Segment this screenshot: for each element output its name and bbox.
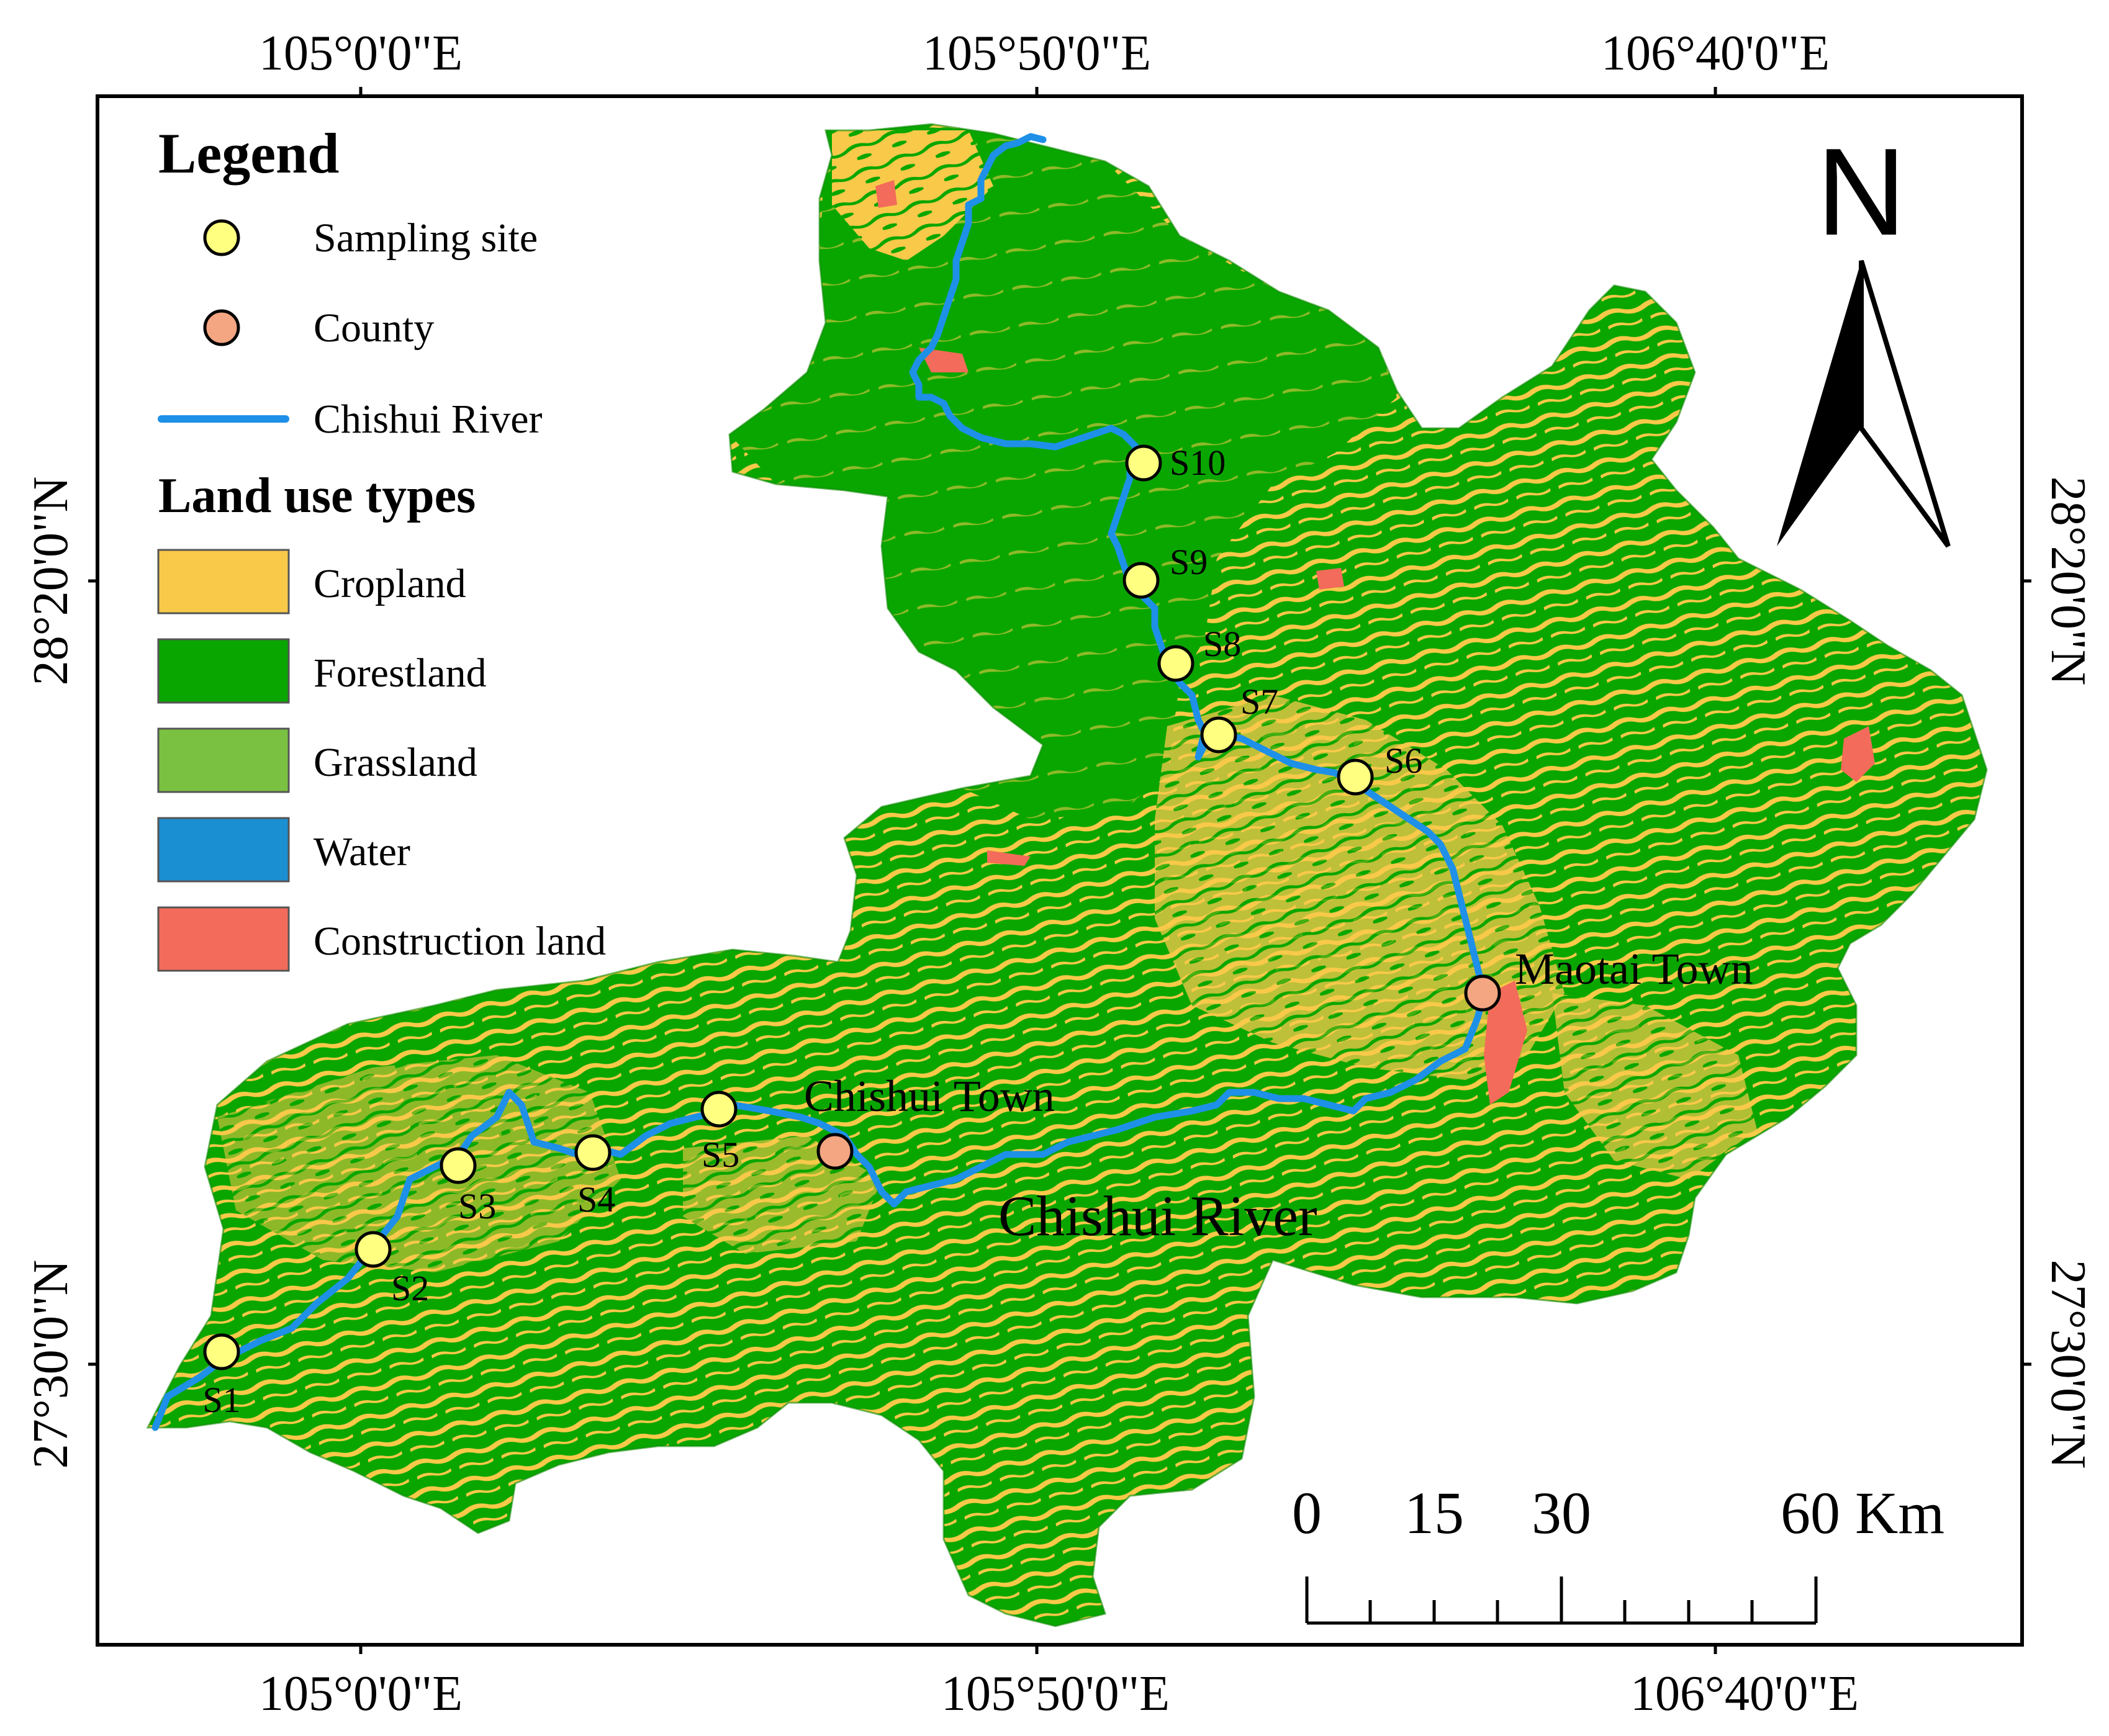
right-lat-label-2: 27°30'0"N <box>2041 1260 2095 1469</box>
legend-forestland-label: Forestland <box>314 650 487 696</box>
left-lat-label-2: 27°30'0"N <box>24 1260 78 1469</box>
legend-cropland-label: Cropland <box>314 561 466 606</box>
top-lon-label-1: 105°0'0"E <box>259 26 463 81</box>
site-label-s2: S2 <box>391 1268 429 1308</box>
north-arrow-icon <box>1777 261 1861 546</box>
legend-forestland-swatch <box>157 638 290 704</box>
sampling-site-s6[interactable] <box>1337 758 1374 796</box>
bottom-lon-label-3: 106°40'0"E <box>1630 1666 1859 1721</box>
site-label-s5: S5 <box>702 1135 739 1175</box>
town-label-chishui: Chishui Town <box>804 1071 1055 1121</box>
sampling-site-s3[interactable] <box>440 1147 477 1184</box>
north-arrow: N <box>1777 123 1951 548</box>
top-lon-label-3: 106°40'0"E <box>1601 26 1830 81</box>
legend-river-label: Chishui River <box>314 397 543 442</box>
land-use-title: Land use types <box>158 469 476 523</box>
site-label-s8: S8 <box>1203 624 1241 664</box>
sampling-site-s8[interactable] <box>1157 645 1194 682</box>
site-label-s3: S3 <box>458 1186 496 1226</box>
site-label-s9: S9 <box>1170 542 1208 582</box>
right-lat-label-1: 28°20'0"N <box>2041 477 2095 686</box>
legend-grassland-label: Grassland <box>314 740 477 785</box>
scale-label-60km: 60 Km <box>1781 1480 1944 1546</box>
sampling-site-s9[interactable] <box>1122 562 1160 599</box>
legend-sampling-label: Sampling site <box>314 215 538 261</box>
scale-label-30: 30 <box>1532 1480 1591 1546</box>
legend-cropland-swatch <box>157 549 290 614</box>
top-lon-label-2: 105°50'0"E <box>923 26 1151 81</box>
site-label-s4: S4 <box>577 1179 615 1220</box>
bottom-lon-label-1: 105°0'0"E <box>259 1666 463 1721</box>
scale-label-0: 0 <box>1292 1480 1322 1546</box>
graticule-ticks <box>88 87 2031 1654</box>
scale-bar: 0 15 30 60 Km <box>1292 1480 1944 1625</box>
basin-outline <box>146 123 1988 1627</box>
sampling-site-s5[interactable] <box>700 1091 738 1128</box>
sampling-site-s2[interactable] <box>355 1231 392 1268</box>
site-label-s10: S10 <box>1170 443 1226 483</box>
legend-county-label: County <box>314 305 434 351</box>
sampling-site-s1[interactable] <box>203 1333 240 1370</box>
legend-title: Legend <box>158 122 339 185</box>
site-label-s7: S7 <box>1240 681 1278 722</box>
county-marker-maotai[interactable] <box>1464 974 1501 1012</box>
scale-label-15: 15 <box>1404 1480 1464 1546</box>
left-lat-label-1: 28°20'0"N <box>24 477 78 686</box>
legend-grassland-swatch <box>157 727 290 793</box>
sampling-sites <box>203 444 1374 1370</box>
sampling-site-s7[interactable] <box>1200 716 1237 753</box>
county-marker-chishui[interactable] <box>816 1133 854 1170</box>
legend-county-symbol <box>203 309 240 346</box>
site-label-s1: S1 <box>202 1380 240 1420</box>
site-label-s6: S6 <box>1384 740 1422 781</box>
bottom-lon-label-2: 105°50'0"E <box>941 1666 1170 1721</box>
legend-sampling-symbol <box>203 219 240 256</box>
legend-construction-swatch <box>157 906 290 972</box>
sampling-site-s10[interactable] <box>1125 444 1162 482</box>
legend-water-label: Water <box>314 829 410 875</box>
legend-construction-label: Construction land <box>314 919 606 964</box>
north-label: N <box>1817 123 1906 261</box>
legend: Legend Sampling site County Chishui Rive… <box>157 122 606 972</box>
town-label-maotai: Maotai Town <box>1515 944 1753 994</box>
sampling-site-s4[interactable] <box>574 1134 612 1171</box>
river-label: Chishui River <box>998 1184 1317 1248</box>
legend-water-swatch <box>157 817 290 883</box>
chishui-river-line <box>151 133 1488 1431</box>
